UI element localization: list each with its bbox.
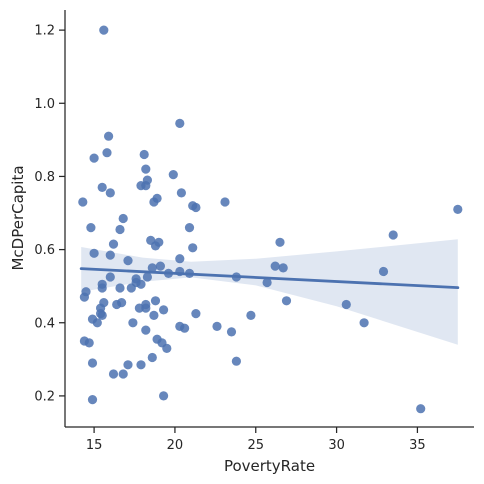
scatter-point [142, 272, 152, 282]
x-axis-title: PovertyRate [224, 457, 315, 475]
scatter-point [97, 182, 107, 192]
scatter-point [105, 272, 115, 282]
scatter-point [123, 360, 133, 370]
scatter-point [89, 153, 99, 163]
scatter-point [159, 305, 169, 315]
scatter-point [191, 202, 201, 213]
scatter-point [226, 327, 237, 337]
scatter-point [147, 352, 157, 363]
scatter-point [359, 318, 369, 328]
y-tick-label: 0.6 [34, 243, 55, 258]
confidence-band [81, 239, 458, 345]
scatter-point [180, 323, 190, 333]
y-tick-label: 1.0 [34, 97, 55, 112]
scatter-point [388, 230, 398, 240]
scatter-point [188, 243, 198, 253]
scatter-point [102, 148, 112, 158]
scatter-point [341, 299, 351, 310]
scatter-point [128, 318, 138, 328]
scatter-point [191, 309, 201, 319]
scatter-point [115, 224, 125, 235]
scatter-point [168, 170, 178, 180]
scatter-point [87, 358, 98, 368]
scatter-point [416, 404, 426, 414]
scatter-point [105, 250, 115, 260]
scatter-point [246, 310, 256, 320]
scatter-point [118, 369, 128, 379]
scatter-point [278, 263, 288, 273]
scatter-point [175, 118, 185, 128]
scatter-point [78, 197, 88, 207]
scatter-point [453, 204, 463, 214]
y-axis-title: McDPerCapita [9, 165, 27, 270]
scatter-point [97, 310, 107, 320]
scatter-point [220, 197, 230, 207]
scatter-point [149, 197, 159, 207]
scatter-point [84, 338, 94, 348]
scatter-point [378, 266, 389, 277]
scatter-point [139, 149, 149, 160]
scatter-point [126, 283, 136, 293]
y-tick-label: 0.2 [34, 389, 55, 404]
x-tick-label: 35 [409, 438, 426, 453]
scatter-point [86, 223, 96, 233]
scatter-point [104, 131, 114, 141]
axes: 15 20 25 30 35 0.2 0.4 0.6 0.8 1.0 1.2 [34, 10, 474, 453]
scatter-point [123, 256, 133, 266]
scatter-point [92, 318, 102, 328]
scatter-point [105, 188, 115, 198]
scatter-point [89, 248, 99, 258]
scatter-point [79, 292, 89, 302]
x-tick-label: 30 [328, 438, 345, 453]
scatter-point [87, 395, 98, 405]
scatter-point [141, 164, 151, 174]
scatter-point [176, 188, 186, 198]
scatter-point [262, 277, 272, 288]
scatter-point [136, 279, 146, 289]
y-ticks: 0.2 0.4 0.6 0.8 1.0 1.2 [34, 24, 65, 404]
scatter-points [78, 25, 463, 414]
y-tick-label: 1.2 [34, 24, 55, 39]
scatter-point [212, 321, 222, 331]
y-tick-label: 0.4 [34, 316, 55, 331]
scatter-point [108, 239, 119, 249]
scatter-point [141, 325, 151, 335]
y-tick-label: 0.8 [34, 170, 55, 185]
scatter-point [149, 310, 159, 320]
scatter-point [112, 299, 122, 310]
scatter-point [108, 369, 119, 379]
scatter-point [159, 391, 169, 401]
scatter-point [141, 181, 151, 191]
plot-area [78, 25, 463, 414]
regression-line [79, 267, 460, 290]
scatter-point [270, 261, 280, 271]
scatter-point [150, 241, 161, 251]
scatter-point [136, 360, 146, 370]
x-ticks: 15 20 25 30 35 [86, 427, 426, 453]
scatter-point [175, 254, 185, 264]
scatter-point [162, 343, 172, 353]
scatter-point [231, 356, 241, 366]
scatter-point [155, 261, 165, 271]
scatter-point [99, 25, 109, 35]
scatter-point [141, 303, 151, 313]
scatter-point [115, 283, 125, 293]
scatter-point [281, 296, 292, 306]
scatter-point [134, 303, 144, 313]
scatter-point [147, 263, 157, 273]
scatter-point [150, 296, 161, 306]
scatter-point [275, 237, 285, 247]
x-tick-label: 20 [167, 438, 184, 453]
x-tick-label: 15 [86, 438, 103, 453]
scatter-point [184, 223, 195, 233]
scatter-point [118, 213, 128, 224]
x-tick-label: 25 [247, 438, 264, 453]
scatter-point [97, 283, 107, 293]
